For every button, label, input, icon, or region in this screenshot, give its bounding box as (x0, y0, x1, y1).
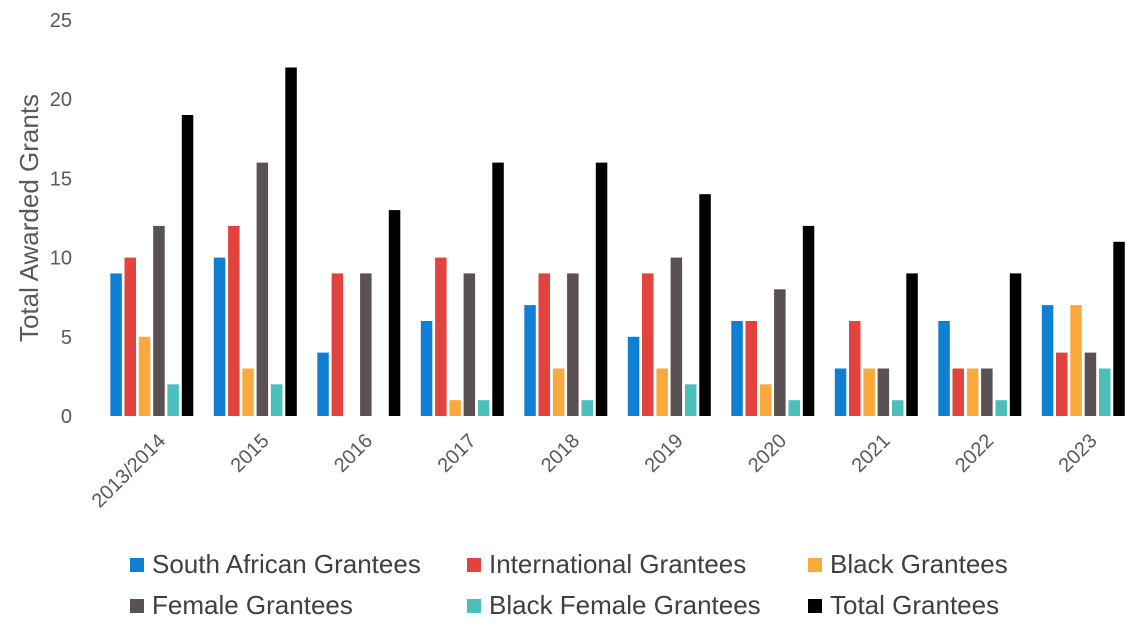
x-tick-label: 2021 (848, 430, 895, 477)
legend-label: Female Grantees (152, 590, 353, 620)
bar (863, 368, 875, 416)
bar (642, 273, 654, 416)
bar (360, 273, 372, 416)
bar (524, 305, 536, 416)
x-tick-label: 2016 (330, 430, 377, 477)
bars (110, 67, 1125, 416)
bar (153, 225, 165, 416)
bar (1113, 241, 1125, 416)
bar (1041, 305, 1054, 416)
bar (388, 210, 401, 416)
x-tick-label: 2013/2014 (88, 430, 170, 512)
bar (492, 162, 504, 416)
bar (627, 336, 640, 416)
bar (774, 289, 786, 416)
legend-label: Black Grantees (830, 549, 1008, 579)
bar (167, 384, 179, 416)
bar (581, 400, 593, 416)
bar (802, 225, 815, 416)
bar (966, 368, 979, 416)
bar (759, 384, 772, 416)
bar (995, 400, 1007, 416)
legend-label: South African Grantees (152, 549, 421, 579)
x-tick-label: 2017 (434, 430, 481, 477)
bar (834, 368, 847, 416)
y-tick-label: 20 (50, 89, 72, 111)
bar (110, 273, 122, 416)
legend-swatch (130, 599, 144, 613)
legend-label: Total Grantees (830, 590, 999, 620)
x-tick-label: 2019 (641, 430, 688, 477)
legend-swatch (467, 558, 481, 572)
x-tick-label: 2018 (537, 430, 584, 477)
bar (1084, 352, 1097, 416)
bar (685, 384, 697, 416)
legend-swatch (808, 599, 822, 613)
x-axis-ticks: 2013/2014 2015 2016 2017 2018 2019 2020 2021 202… (88, 430, 1102, 512)
bar (285, 67, 297, 416)
bar (477, 400, 490, 416)
y-tick-label: 10 (50, 248, 72, 270)
bar (228, 225, 240, 416)
bar (670, 257, 683, 416)
bar (906, 273, 918, 416)
bar (138, 336, 151, 416)
y-tick-label: 5 (61, 327, 72, 349)
bar (877, 368, 890, 416)
bar (181, 115, 194, 416)
bar (538, 273, 550, 416)
bar (567, 273, 579, 416)
x-tick-label: 2020 (744, 430, 791, 477)
bar (256, 162, 269, 416)
x-tick-label: 2022 (951, 430, 998, 477)
legend-label: International Grantees (489, 549, 746, 579)
bar (449, 400, 461, 416)
y-axis-ticks: 0 5 10 15 20 25 (50, 10, 72, 428)
bar (317, 352, 329, 416)
legend-label: Black Female Grantees (489, 590, 761, 620)
bar (745, 321, 757, 416)
bar (981, 368, 993, 416)
bar (435, 257, 447, 416)
bar (1056, 352, 1068, 416)
bar (699, 194, 711, 416)
bar (420, 321, 433, 416)
x-tick-label: 2023 (1055, 430, 1102, 477)
bar (892, 400, 904, 416)
x-tick-label: 2015 (227, 430, 274, 477)
bar (1099, 368, 1111, 416)
legend-swatch (467, 599, 481, 613)
y-axis-title: Total Awarded Grants (14, 94, 44, 342)
bar (331, 273, 344, 416)
bar (242, 368, 254, 416)
legend-swatch (808, 558, 822, 572)
bar (788, 400, 800, 416)
bar (938, 321, 950, 416)
bar (552, 368, 565, 416)
bar (1070, 305, 1082, 416)
bar (952, 368, 964, 416)
bar (656, 368, 668, 416)
y-tick-label: 15 (50, 168, 72, 190)
bar (849, 321, 861, 416)
bar (124, 257, 136, 416)
bar (463, 273, 476, 416)
legend-swatch (130, 558, 144, 572)
bar (213, 257, 226, 416)
legend: South African Grantees International Gran… (130, 549, 1008, 620)
bar (731, 321, 743, 416)
bar (1009, 273, 1022, 416)
bar (270, 384, 283, 416)
bar (595, 162, 608, 416)
y-tick-label: 0 (61, 406, 72, 428)
y-tick-label: 25 (50, 10, 72, 32)
y-axis-title-group: Total Awarded Grants (14, 94, 44, 342)
